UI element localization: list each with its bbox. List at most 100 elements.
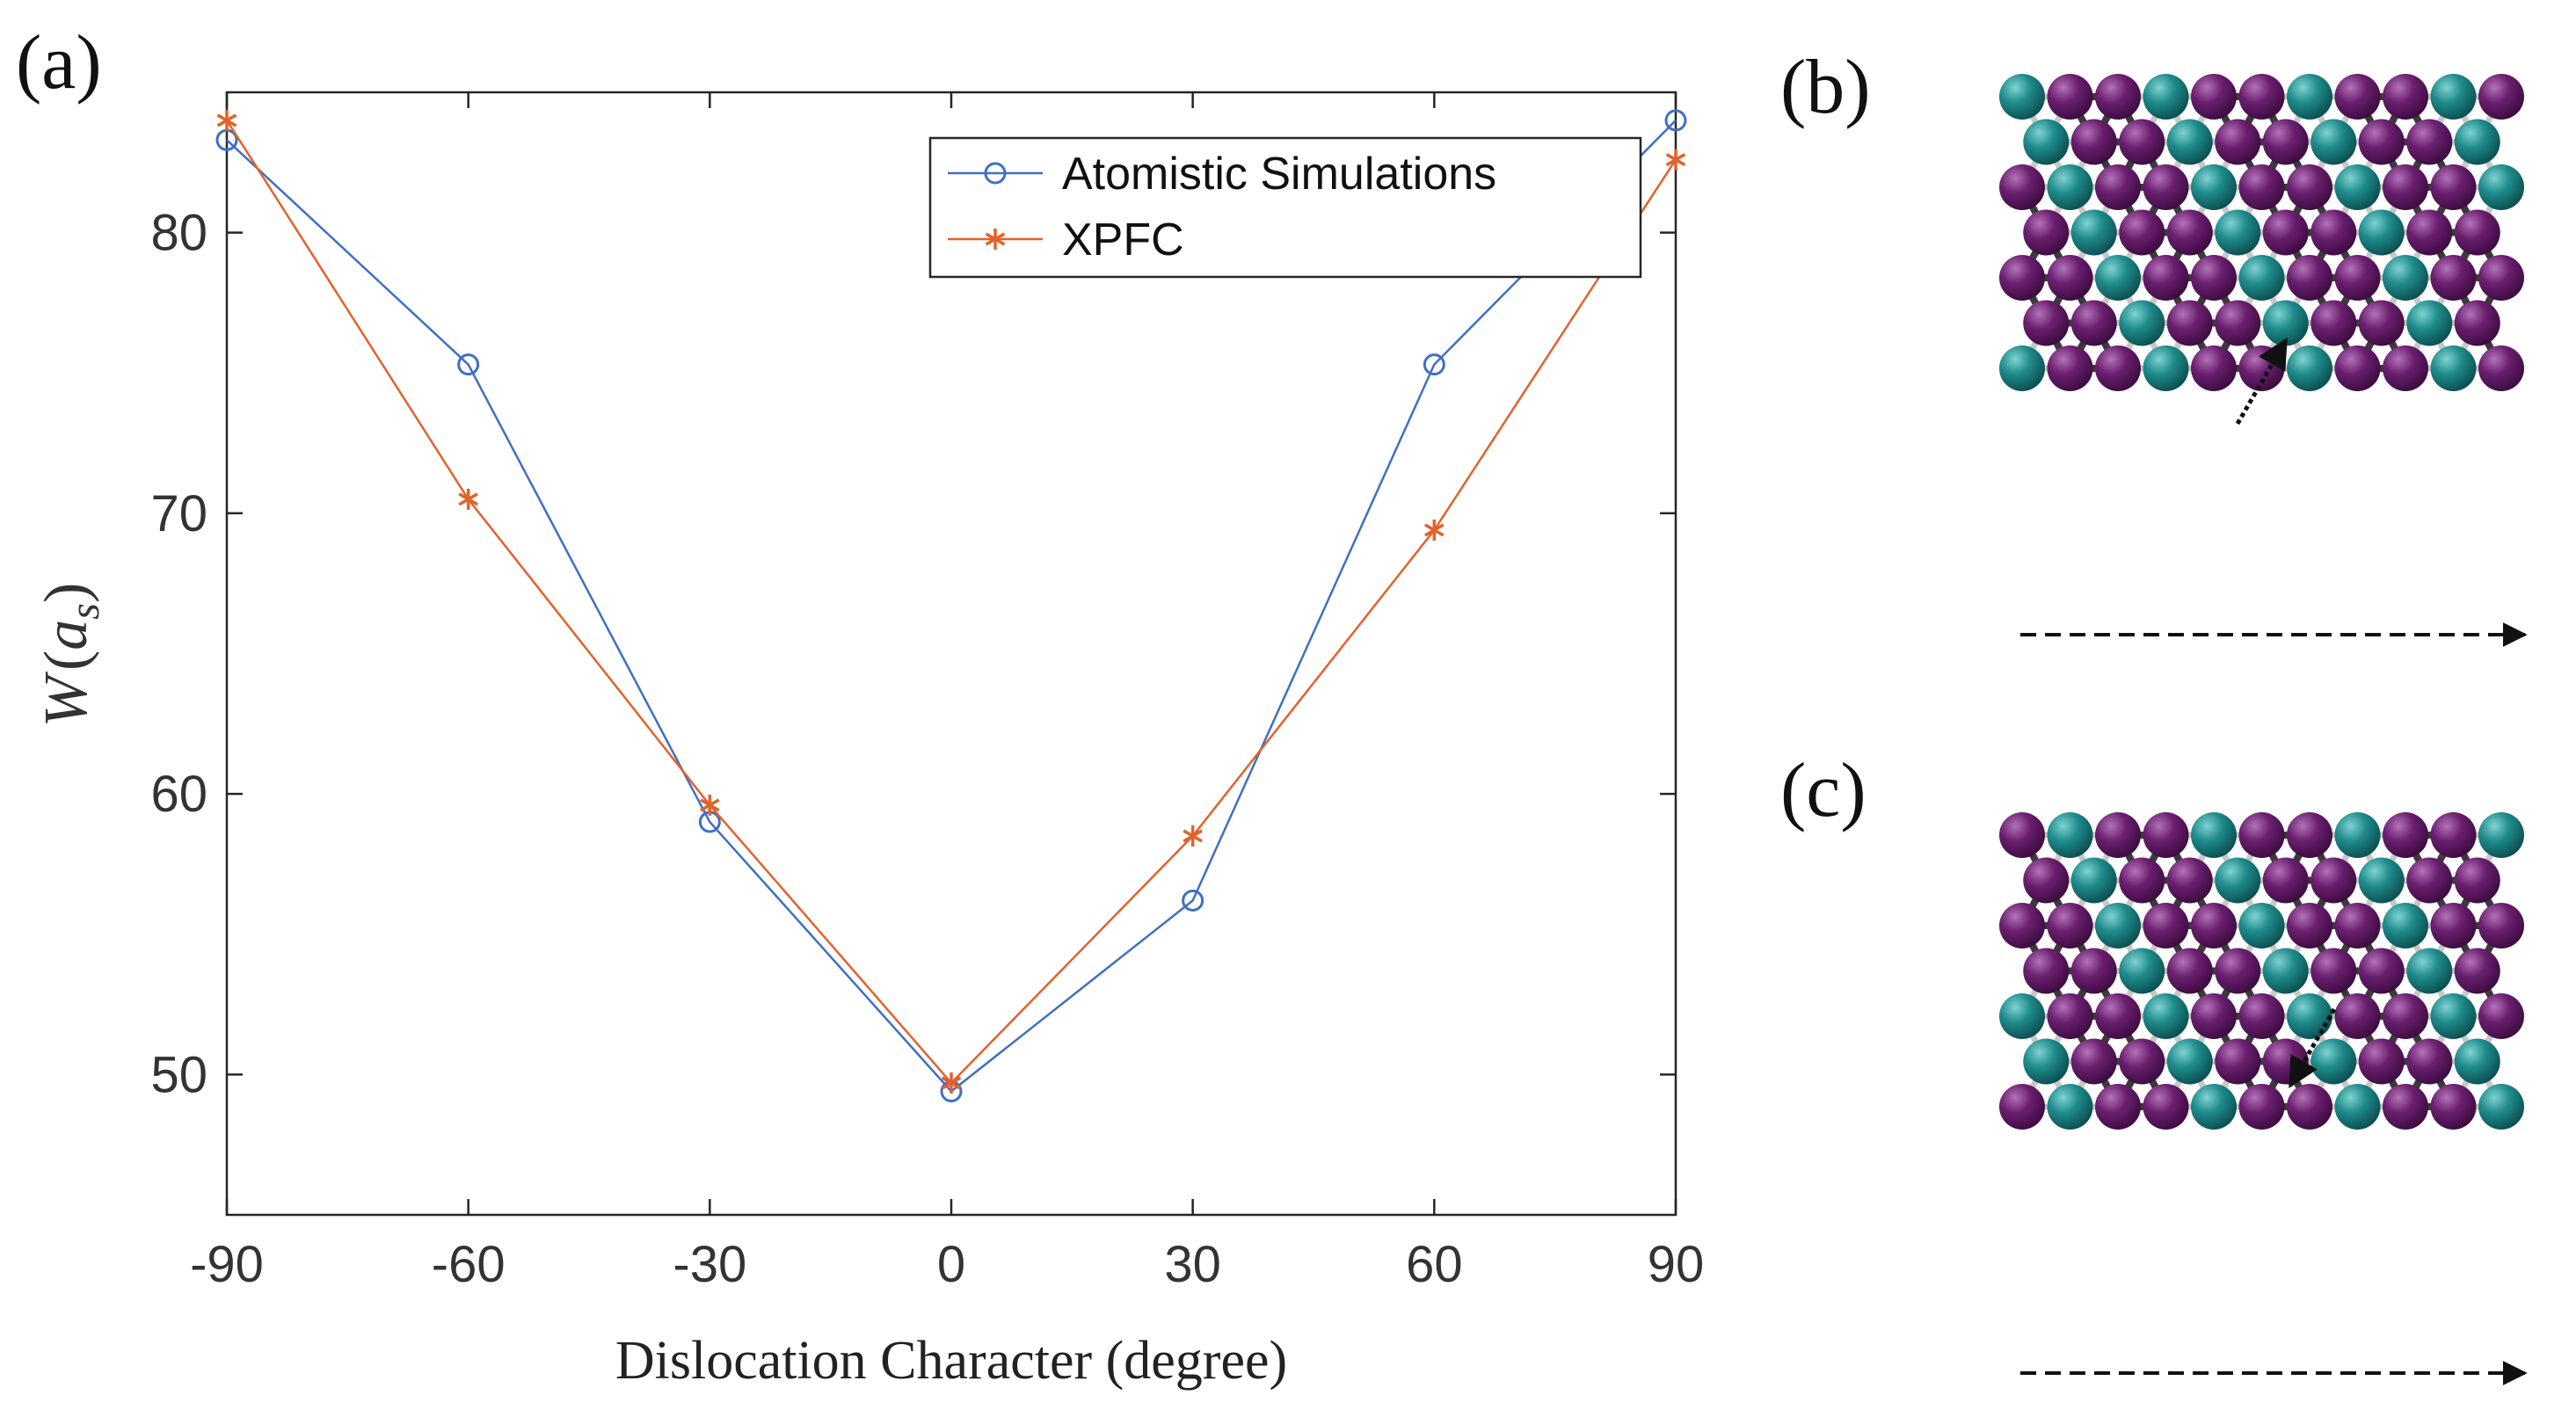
lattice-panel-b <box>1999 74 2524 391</box>
data-point-circle <box>1423 353 1445 376</box>
atom-teal <box>2430 74 2477 120</box>
atom-purple <box>1999 1084 2045 1130</box>
data-point-asterisk <box>1665 149 1686 171</box>
x-tick-label: -60 <box>432 1236 506 1293</box>
data-point-asterisk <box>1424 520 1444 541</box>
series-xpfc <box>216 109 1686 1094</box>
atom-purple <box>2430 164 2477 210</box>
atom-teal <box>2358 857 2405 904</box>
atom-teal <box>2478 164 2524 210</box>
y-ticks: 50 60 70 80 <box>150 205 1676 1103</box>
atom-purple <box>2119 1038 2165 1085</box>
atom-purple <box>2383 74 2428 120</box>
atom-purple <box>2334 345 2381 391</box>
atom-purple <box>2430 255 2477 301</box>
atom-purple <box>2070 948 2117 994</box>
atom-teal <box>2070 857 2117 904</box>
atom-teal <box>2238 255 2285 301</box>
atom-purple <box>2095 993 2141 1039</box>
atom-teal <box>2070 209 2117 256</box>
legend-label-atomistic: Atomistic Simulations <box>1062 149 1496 200</box>
atom-purple <box>2095 1084 2141 1130</box>
y-axis-label-var: a <box>33 620 100 650</box>
atom-teal <box>2095 255 2141 301</box>
atom-teal <box>2191 164 2237 210</box>
atom-purple <box>2070 119 2117 165</box>
atom-teal <box>2310 119 2357 165</box>
atom-teal <box>2023 119 2070 165</box>
atom-purple <box>2191 993 2237 1039</box>
atom-teal <box>2287 345 2332 391</box>
y-axis-label-close: ) <box>33 583 100 603</box>
atom-purple <box>2143 903 2189 948</box>
atom-purple <box>2095 164 2141 210</box>
atom-purple <box>2191 345 2237 391</box>
atom-purple <box>2047 903 2093 948</box>
atom-teal <box>2383 903 2428 948</box>
legend-marker-xpfc <box>985 229 1006 250</box>
atom-purple <box>2334 993 2381 1039</box>
atom-purple <box>2430 812 2477 858</box>
atom-purple <box>2406 857 2453 904</box>
atom-purple <box>2143 164 2189 210</box>
atom-purple <box>2215 300 2261 346</box>
lattice-panel-c <box>1999 812 2524 1130</box>
atom-teal <box>2143 993 2189 1039</box>
atom-teal <box>2430 993 2477 1039</box>
atom-teal <box>2023 1038 2070 1085</box>
atom-purple <box>2478 345 2524 391</box>
atom-purple <box>2119 857 2165 904</box>
y-axis-label-sub: s <box>62 603 108 620</box>
atom-purple <box>2143 812 2189 858</box>
atom-purple <box>2310 300 2357 346</box>
atom-purple <box>2334 903 2381 948</box>
atom-purple <box>2310 857 2357 904</box>
atom-purple <box>2143 1084 2189 1130</box>
atom-purple <box>1999 164 2045 210</box>
atom-purple <box>2310 209 2357 256</box>
atom-purple <box>2454 209 2500 256</box>
atom-teal <box>2143 74 2189 120</box>
y-tick-label: 80 <box>150 205 207 262</box>
atom-purple <box>2023 300 2070 346</box>
atom-purple <box>2383 345 2428 391</box>
y-tick-label: 60 <box>150 766 207 823</box>
atom-teal <box>2047 812 2093 858</box>
atom-teal <box>2287 74 2332 120</box>
atom-purple <box>2166 209 2213 256</box>
atom-purple <box>2215 948 2261 994</box>
dislocation-chart: 50 60 70 80 -90 -60 -30 0 30 60 90 Atomistic Simu… <box>33 91 1704 1391</box>
atom-teal <box>2406 300 2453 346</box>
atom-purple <box>2238 1084 2285 1130</box>
atom-purple <box>2215 1038 2261 1085</box>
atom-purple <box>2287 812 2332 858</box>
atom-teal <box>2334 812 2381 858</box>
atom-purple <box>2454 300 2500 346</box>
atom-teal <box>2143 345 2189 391</box>
atom-teal <box>2262 300 2309 346</box>
arrow-c-burgers <box>2288 1007 2337 1089</box>
atom-purple <box>2406 209 2453 256</box>
atom-teal <box>2334 164 2381 210</box>
atom-purple <box>2238 993 2285 1039</box>
atom-purple <box>2119 119 2165 165</box>
atom-teal <box>2310 1038 2357 1085</box>
atom-purple <box>2262 209 2309 256</box>
x-ticks: -90 -60 -30 0 30 60 90 <box>190 92 1704 1293</box>
atom-teal <box>2430 345 2477 391</box>
atom-purple <box>2287 1084 2332 1130</box>
atom-purple <box>2023 948 2070 994</box>
atom-purple <box>2095 345 2141 391</box>
atom-purple <box>2119 209 2165 256</box>
data-point-asterisk <box>458 488 478 510</box>
atom-purple <box>2143 255 2189 301</box>
legend-box <box>928 136 1642 279</box>
atom-purple <box>2047 993 2093 1039</box>
atom-teal <box>1999 74 2045 120</box>
atom-teal <box>2287 993 2332 1039</box>
atom-purple <box>2310 948 2357 994</box>
atom-purple <box>2023 857 2070 904</box>
atom-teal <box>2454 1038 2500 1085</box>
data-point-circle <box>1664 109 1687 132</box>
atom-purple <box>2191 255 2237 301</box>
